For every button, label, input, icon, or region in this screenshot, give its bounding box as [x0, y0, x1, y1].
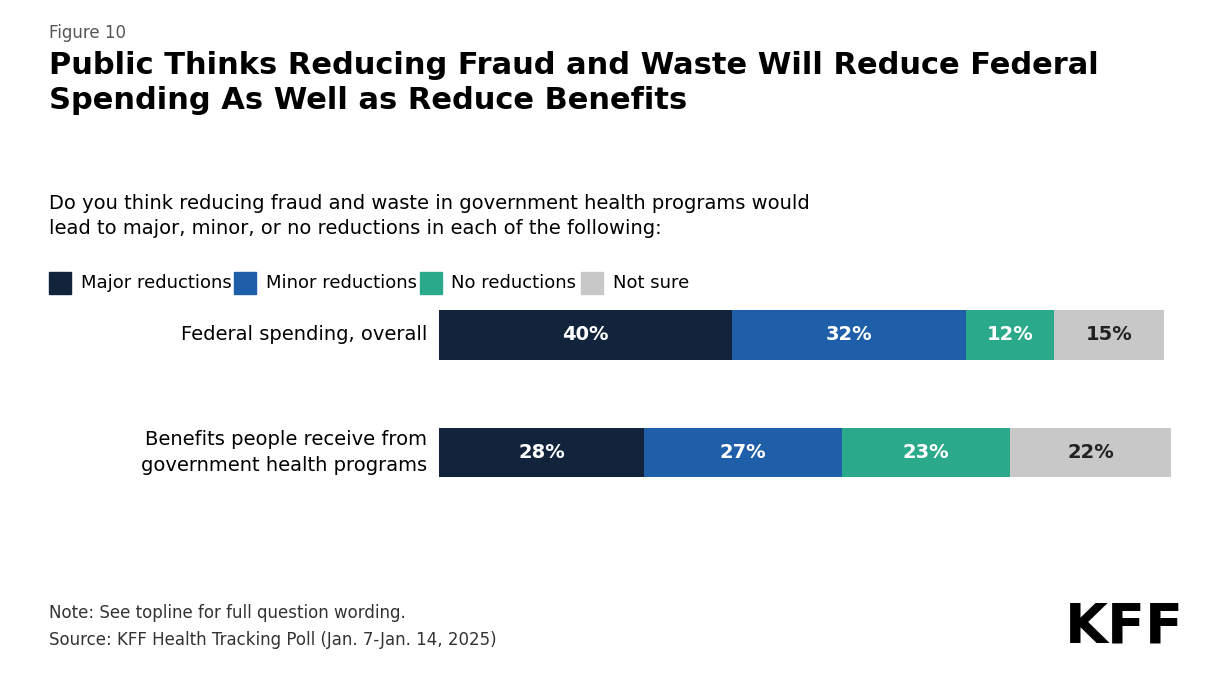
Text: Minor reductions: Minor reductions — [266, 274, 417, 292]
Bar — [439, 310, 732, 359]
Text: Benefits people receive from
government health programs: Benefits people receive from government … — [140, 430, 427, 475]
Text: Figure 10: Figure 10 — [49, 24, 126, 42]
Text: Federal spending, overall: Federal spending, overall — [181, 325, 427, 344]
Text: 12%: 12% — [987, 325, 1033, 344]
Bar — [732, 310, 966, 359]
Text: 32%: 32% — [826, 325, 872, 344]
Text: Not sure: Not sure — [612, 274, 689, 292]
Bar — [644, 428, 842, 477]
Text: Public Thinks Reducing Fraud and Waste Will Reduce Federal
Spending As Well as R: Public Thinks Reducing Fraud and Waste W… — [49, 51, 1098, 115]
Bar — [1054, 310, 1164, 359]
Bar — [439, 428, 644, 477]
Text: KFF: KFF — [1064, 601, 1183, 655]
Text: No reductions: No reductions — [451, 274, 576, 292]
Bar — [966, 310, 1054, 359]
Text: Note: See topline for full question wording.: Note: See topline for full question word… — [49, 604, 405, 621]
Bar — [1010, 428, 1171, 477]
Text: Do you think reducing fraud and waste in government health programs would
lead t: Do you think reducing fraud and waste in… — [49, 194, 810, 239]
Text: 40%: 40% — [562, 325, 609, 344]
Text: 27%: 27% — [720, 443, 766, 462]
Text: 23%: 23% — [903, 443, 949, 462]
Text: Major reductions: Major reductions — [81, 274, 232, 292]
Text: 15%: 15% — [1086, 325, 1132, 344]
Bar — [842, 428, 1010, 477]
Text: 22%: 22% — [1068, 443, 1114, 462]
Text: 28%: 28% — [518, 443, 565, 462]
Text: Source: KFF Health Tracking Poll (Jan. 7-Jan. 14, 2025): Source: KFF Health Tracking Poll (Jan. 7… — [49, 631, 497, 649]
